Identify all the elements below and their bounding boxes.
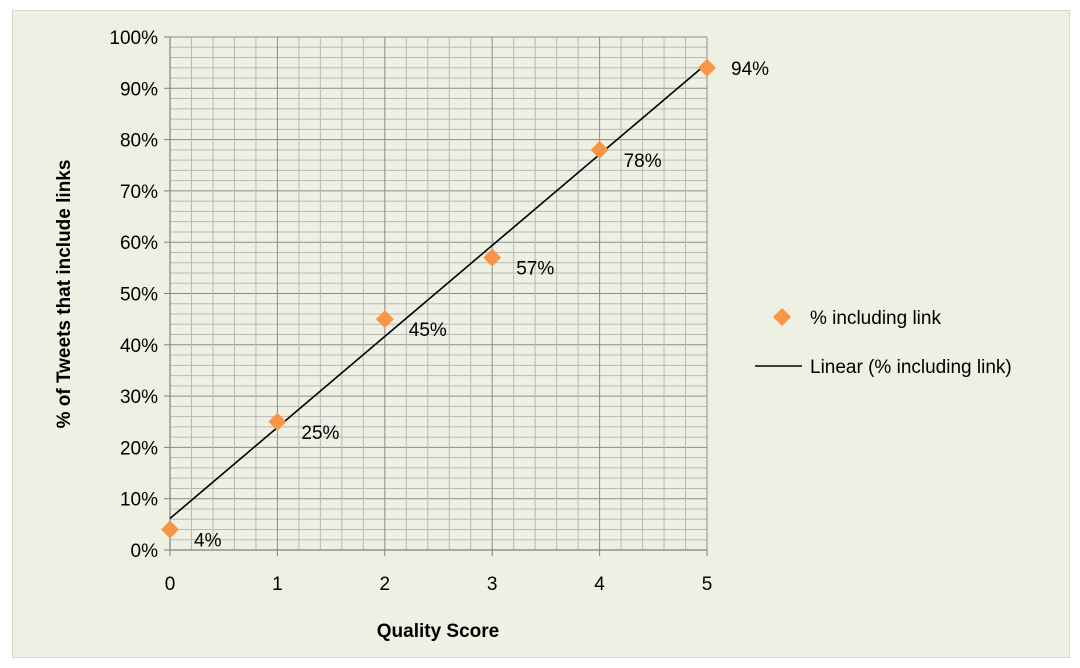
data-labels: 4% 25% 45% 57% 78% 94%: [194, 59, 769, 552]
data-point: [590, 140, 609, 159]
data-points: [161, 58, 716, 539]
legend-series-label: % including link: [810, 308, 941, 329]
legend-trendline-label: Linear (% including link): [810, 357, 1012, 378]
data-point: [375, 310, 394, 329]
gridlines: [169, 36, 708, 551]
y-tick-label: 100%: [109, 28, 158, 49]
data-label: 45%: [409, 320, 447, 341]
y-tick-label: 70%: [120, 182, 158, 203]
y-tick-label: 80%: [120, 131, 158, 152]
data-point: [268, 412, 287, 431]
y-tick-label: 60%: [120, 233, 158, 254]
data-label: 25%: [301, 423, 339, 444]
y-tick-label: 90%: [120, 79, 158, 100]
x-axis-title: Quality Score: [377, 621, 500, 642]
x-tick-label: 3: [487, 574, 498, 595]
x-tick-label: 1: [272, 574, 283, 595]
y-tick-label: 40%: [120, 336, 158, 357]
y-tick-label: 20%: [120, 438, 158, 459]
legend: % including link Linear (% including lin…: [755, 308, 1012, 378]
data-point: [698, 58, 716, 77]
y-tick-label: 0%: [131, 541, 159, 562]
x-tick-label: 4: [594, 574, 605, 595]
data-label: 4%: [194, 530, 222, 551]
x-tick-label: 2: [380, 574, 391, 595]
y-tick-label: 10%: [120, 490, 158, 511]
data-label: 78%: [624, 151, 662, 172]
x-tick-label: 5: [702, 574, 713, 595]
trendline: [169, 62, 708, 520]
x-axis-ticks: 0 1 2 3 4 5: [165, 550, 713, 595]
y-axis-title: % of Tweets that include links: [54, 160, 75, 429]
x-tick-label: 0: [165, 574, 176, 595]
y-axis-ticks: 0% 10% 20% 30% 40% 50% 60% 70% 80% 90% 100%: [109, 28, 170, 562]
legend-marker-diamond: [773, 308, 791, 326]
data-point: [161, 520, 179, 539]
data-label: 94%: [731, 59, 769, 80]
y-tick-label: 30%: [120, 387, 158, 408]
data-label: 57%: [516, 259, 554, 280]
y-tick-label: 50%: [120, 285, 158, 306]
data-point: [483, 248, 502, 267]
trendline-layer: [169, 62, 708, 520]
